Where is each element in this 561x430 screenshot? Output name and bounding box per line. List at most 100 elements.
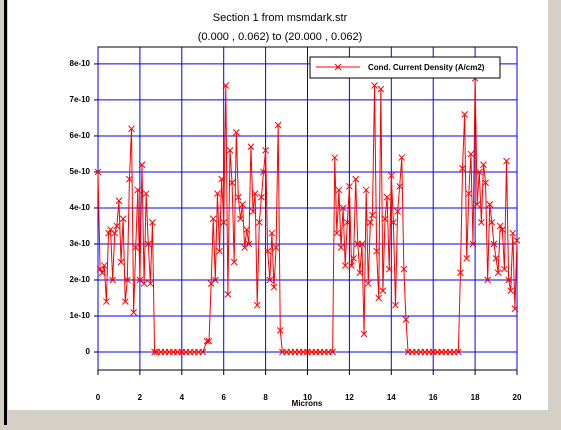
marker (329, 348, 336, 356)
marker (115, 197, 123, 205)
marker (486, 201, 494, 208)
marker (237, 215, 244, 223)
marker (243, 226, 251, 233)
marker (272, 244, 280, 251)
marker (480, 161, 487, 169)
marker (98, 269, 106, 277)
marker (113, 222, 121, 230)
legend-marker (334, 63, 342, 71)
marker (205, 337, 213, 345)
y-tick-label: 3e-10 (70, 239, 91, 248)
marker (362, 186, 370, 194)
marker (249, 208, 257, 215)
marker (396, 183, 404, 190)
marker (457, 269, 464, 277)
marker (360, 330, 368, 338)
marker (339, 204, 347, 212)
marker (505, 276, 512, 284)
marker (394, 208, 401, 215)
marker (390, 219, 397, 226)
y-tick-label: 8e-10 (70, 59, 91, 68)
marker (220, 219, 228, 226)
marker (509, 229, 517, 237)
marker (369, 211, 376, 219)
marker (111, 229, 119, 237)
marker (465, 190, 473, 197)
marker (109, 276, 117, 284)
x-tick-label: 0 (96, 393, 101, 402)
marker (371, 82, 378, 89)
marker (364, 280, 372, 287)
marker (366, 219, 374, 226)
marker (276, 327, 284, 334)
marker (100, 262, 108, 269)
marker (375, 294, 383, 302)
marker (224, 291, 232, 298)
marker (459, 164, 466, 172)
y-tick-label: 4e-10 (70, 203, 91, 212)
x-tick-label: 16 (429, 393, 438, 402)
marker (358, 240, 366, 248)
legend-label: Cond. Current Density (A/cm2) (368, 63, 485, 72)
marker (333, 229, 341, 237)
marker (132, 244, 140, 251)
legend-box (309, 56, 501, 79)
chart-title: Section 1 from msmdark.str (213, 12, 348, 24)
marker (270, 283, 278, 291)
marker (222, 82, 230, 89)
marker (218, 175, 225, 183)
marker (142, 190, 150, 197)
marker (230, 258, 238, 266)
marker (123, 276, 131, 284)
marker (379, 287, 387, 295)
marker (130, 309, 137, 316)
marker (199, 348, 207, 356)
marker (385, 265, 393, 273)
marker (203, 337, 211, 345)
marker (467, 150, 475, 158)
marker (103, 298, 110, 305)
window-border (4, 0, 7, 425)
marker (335, 186, 343, 194)
x-tick-label: 18 (471, 393, 480, 402)
marker (381, 215, 389, 223)
marker (492, 255, 500, 262)
marker (119, 215, 127, 223)
marker (209, 215, 217, 223)
marker (511, 305, 519, 313)
y-tick-label: 0 (86, 347, 91, 356)
marker (469, 240, 477, 248)
marker (128, 125, 135, 133)
marker (251, 190, 259, 197)
marker (392, 301, 399, 309)
marker (356, 269, 364, 277)
x-tick-label: 10 (303, 393, 312, 402)
marker (473, 201, 481, 208)
marker (134, 186, 142, 194)
marker (503, 157, 510, 165)
marker (262, 146, 269, 154)
marker (348, 262, 355, 269)
chart-subtitle: (0.000 , 0.062) to (20.000 , 0.062) (198, 31, 363, 43)
y-tick-label: 2e-10 (70, 275, 91, 284)
marker (346, 183, 353, 190)
marker (343, 219, 351, 226)
marker (140, 280, 148, 287)
x-tick-label: 2 (138, 393, 143, 402)
marker (484, 276, 492, 284)
marker (496, 222, 504, 230)
marker (149, 219, 156, 226)
marker (494, 269, 502, 277)
marker (147, 280, 154, 287)
x-tick-label: 6 (221, 393, 226, 402)
marker (245, 240, 253, 248)
x-tick-label: 4 (180, 393, 185, 402)
marker (226, 146, 234, 154)
marker (402, 316, 410, 323)
marker (501, 265, 508, 273)
y-tick-label: 5e-10 (70, 167, 91, 176)
marker (94, 168, 102, 176)
marker (144, 240, 152, 248)
marker (337, 244, 345, 251)
